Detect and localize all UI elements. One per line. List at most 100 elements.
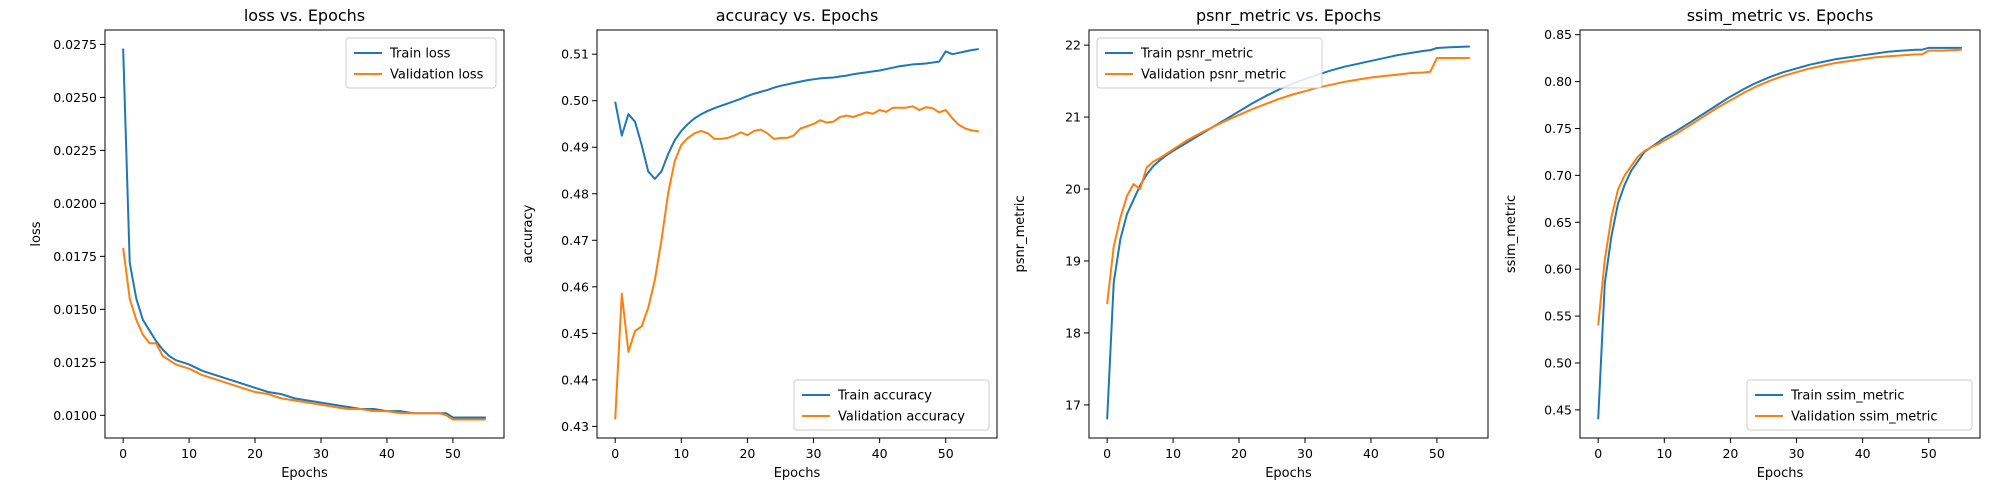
x-tick-label: 0 — [119, 446, 127, 461]
y-axis-label: loss — [29, 221, 44, 246]
y-tick-label: 20 — [1065, 182, 1081, 197]
x-tick-label: 10 — [181, 446, 197, 461]
x-tick-label: 0 — [1103, 446, 1111, 461]
y-tick-label: 0.50 — [1544, 355, 1572, 370]
legend: Train psnr_metric Validation psnr_metric — [1096, 37, 1323, 89]
x-tick-label: 10 — [1656, 446, 1672, 461]
y-tick-label: 21 — [1065, 110, 1081, 125]
plot-frame — [1579, 29, 1981, 439]
x-tick-label: 10 — [673, 446, 689, 461]
x-tick-label: 0 — [611, 446, 619, 461]
y-tick-label: 0.48 — [561, 186, 589, 201]
plot-frame — [1088, 29, 1489, 439]
y-tick-label: 0.45 — [1544, 402, 1572, 417]
series-line-train — [122, 48, 486, 419]
y-tick-label: 0.0125 — [53, 355, 97, 370]
series-line-train — [1597, 46, 1962, 420]
legend-label: Train loss — [389, 47, 451, 62]
chart-title: ssim_metric vs. Epochs — [1687, 6, 1874, 26]
x-tick-label: 30 — [1297, 446, 1313, 461]
x-tick-label: 10 — [1165, 446, 1181, 461]
plot-frame — [104, 29, 505, 439]
legend: Train ssim_metric Validation ssim_metric — [1746, 379, 1973, 431]
chart-title: psnr_metric vs. Epochs — [1196, 6, 1381, 26]
series-line-validation — [122, 247, 486, 421]
x-tick-label: 20 — [1231, 446, 1247, 461]
y-axis-label: ssim_metric — [1504, 195, 1519, 273]
y-tick-label: 0.0200 — [53, 196, 97, 211]
series-line-train — [1106, 45, 1470, 420]
y-axis-label: accuracy — [521, 204, 536, 263]
legend-label: Train accuracy — [837, 389, 932, 404]
series-line-validation — [1597, 48, 1962, 326]
y-tick-label: 0.60 — [1544, 262, 1572, 277]
y-tick-label: 17 — [1065, 397, 1081, 412]
subplot-2: 0 10 20 30 40 50 17 18 19 20 21 22 psnr_metric vs. E… — [1013, 6, 1489, 481]
y-tick-label: 0.45 — [561, 326, 589, 341]
y-tick-label: 0.0150 — [53, 302, 97, 317]
y-tick-label: 19 — [1065, 253, 1081, 268]
chart-title: loss vs. Epochs — [244, 6, 365, 25]
legend-box — [345, 37, 497, 89]
legend-box — [793, 379, 990, 431]
legend: Train accuracy Validation accuracy — [793, 379, 990, 431]
legend-label: Train psnr_metric — [1140, 47, 1253, 62]
x-tick-label: 30 — [1789, 446, 1805, 461]
legend-label: Validation psnr_metric — [1141, 68, 1286, 83]
legend-label: Train ssim_metric — [1790, 389, 1905, 404]
plot-frame — [596, 29, 998, 439]
legend-label: Validation accuracy — [838, 410, 965, 425]
y-tick-label: 0.80 — [1544, 74, 1572, 89]
y-tick-label: 0.43 — [561, 419, 589, 434]
series-line-validation — [1106, 57, 1470, 305]
y-tick-label: 22 — [1065, 38, 1081, 53]
x-tick-label: 30 — [313, 446, 329, 461]
y-tick-label: 0.0250 — [53, 90, 97, 105]
y-tick-label: 18 — [1065, 325, 1081, 340]
x-axis-label: Epochs — [774, 466, 821, 481]
x-tick-label: 30 — [806, 446, 822, 461]
y-tick-label: 0.49 — [561, 140, 589, 155]
y-axis-label: psnr_metric — [1013, 196, 1028, 273]
y-tick-label: 0.46 — [561, 279, 589, 294]
x-tick-label: 50 — [1921, 446, 1937, 461]
legend-label: Validation loss — [390, 68, 484, 83]
series-line-validation — [614, 105, 979, 420]
y-tick-label: 0.70 — [1544, 168, 1572, 183]
chart-title: accuracy vs. Epochs — [716, 6, 879, 25]
x-tick-label: 50 — [938, 446, 954, 461]
legend-box — [1096, 37, 1323, 89]
y-tick-label: 0.51 — [561, 47, 589, 62]
y-tick-label: 0.44 — [561, 372, 589, 387]
x-axis-label: Epochs — [281, 466, 328, 481]
y-tick-label: 0.85 — [1544, 27, 1572, 42]
x-tick-label: 50 — [445, 446, 461, 461]
y-tick-label: 0.0175 — [53, 249, 97, 264]
legend-box — [1746, 379, 1973, 431]
x-tick-label: 40 — [1363, 446, 1379, 461]
y-tick-label: 0.0275 — [53, 37, 97, 52]
x-tick-label: 0 — [1594, 446, 1602, 461]
x-tick-label: 50 — [1429, 446, 1445, 461]
legend: Train loss Validation loss — [345, 37, 497, 89]
y-tick-label: 0.55 — [1544, 309, 1572, 324]
x-tick-label: 40 — [872, 446, 888, 461]
x-tick-label: 40 — [1855, 446, 1871, 461]
y-tick-label: 0.0100 — [53, 408, 97, 423]
series-line-train — [614, 48, 979, 180]
x-tick-label: 20 — [247, 446, 263, 461]
y-tick-label: 0.47 — [561, 233, 589, 248]
subplot-3: 0 10 20 30 40 50 0.45 0.50 0.55 0.60 0.65 0.70 0.75 0… — [1504, 6, 1981, 481]
y-tick-label: 0.65 — [1544, 215, 1572, 230]
x-tick-label: 20 — [1722, 446, 1738, 461]
x-tick-label: 40 — [379, 446, 395, 461]
y-tick-label: 0.75 — [1544, 121, 1572, 136]
x-axis-label: Epochs — [1265, 466, 1312, 481]
x-axis-label: Epochs — [1757, 466, 1804, 481]
subplot-1: 0 10 20 30 40 50 0.43 0.44 0.45 0.46 0.47 0.48 0.49 0… — [521, 6, 998, 481]
legend-label: Validation ssim_metric — [1791, 410, 1938, 425]
subplot-0: 0 10 20 30 40 50 0.0100 0.0125 0.0150 0.0175 0.020… — [29, 6, 505, 481]
y-tick-label: 0.50 — [561, 93, 589, 108]
x-tick-label: 20 — [739, 446, 755, 461]
